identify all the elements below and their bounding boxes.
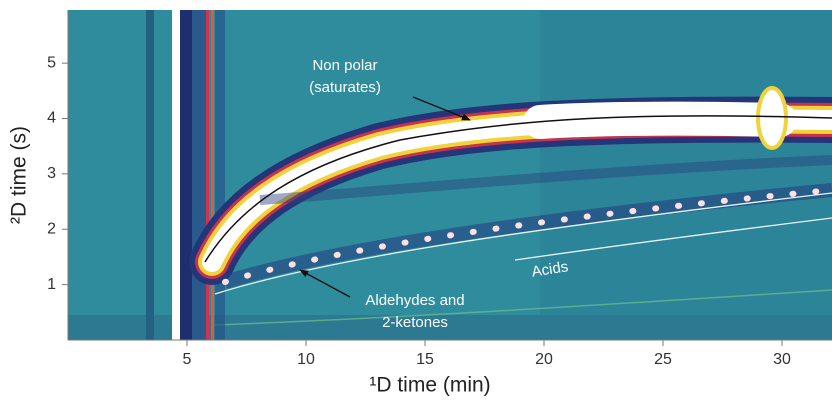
aldehyde-fit bbox=[214, 192, 832, 295]
solvent-band bbox=[206, 10, 209, 340]
annotation: 2-ketones bbox=[382, 314, 448, 331]
x-tick-label: 20 bbox=[535, 351, 553, 368]
heatmap bbox=[68, 10, 832, 340]
x-tick-label: 25 bbox=[654, 351, 672, 368]
y-tick-label: 2 bbox=[47, 220, 56, 237]
y-tick-label: 4 bbox=[47, 110, 56, 127]
x-tick-label: 5 bbox=[183, 351, 192, 368]
solvent-band bbox=[215, 10, 225, 340]
y-tick-label: 5 bbox=[47, 54, 56, 71]
annotation: Aldehydes and bbox=[365, 292, 464, 309]
annotation: Non polar bbox=[312, 57, 377, 74]
acid-fit bbox=[514, 217, 832, 261]
minor-band bbox=[259, 155, 832, 205]
arrow bbox=[412, 96, 471, 121]
shade bbox=[540, 10, 832, 340]
annotation: Acids bbox=[530, 258, 569, 281]
solvent-band bbox=[192, 10, 206, 340]
nonpolar-fit bbox=[204, 115, 832, 263]
x-tick-label: 30 bbox=[773, 351, 791, 368]
solvent-band bbox=[180, 10, 192, 340]
annotation: (saturates) bbox=[309, 79, 381, 96]
baseline-trace bbox=[214, 289, 832, 326]
y-axis-label: ²D time (s) bbox=[8, 126, 31, 224]
x-tick-label: 15 bbox=[416, 351, 434, 368]
y-tick-label: 3 bbox=[47, 165, 56, 182]
x-tick-label: 10 bbox=[297, 351, 315, 368]
aldehyde-peaks bbox=[222, 187, 832, 285]
y-tick-label: 1 bbox=[47, 276, 56, 293]
arrow bbox=[299, 269, 351, 298]
solvent-strip bbox=[172, 10, 180, 340]
x-axis-label: ¹D time (min) bbox=[369, 374, 490, 397]
solvent-band bbox=[211, 10, 214, 340]
